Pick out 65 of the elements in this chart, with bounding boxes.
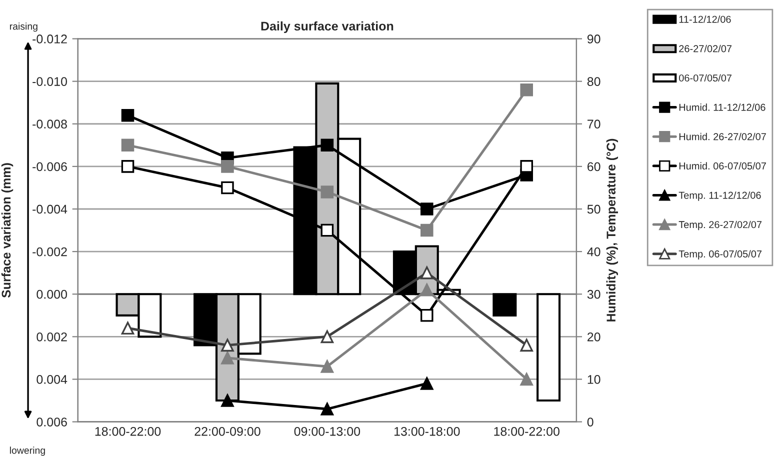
y2-tick-label: 30 — [587, 290, 600, 299]
point — [520, 83, 533, 96]
y-tick-label: -0.002 — [32, 247, 67, 256]
legend-label: Temp. 26-27/02/07 — [678, 220, 762, 230]
point — [320, 360, 334, 373]
y2-tick-label: 0 — [587, 418, 594, 426]
legend-label: Humid. 26-27/02/07 — [679, 132, 766, 140]
x-tick-label: 09:00-13:00 — [294, 426, 360, 436]
point — [520, 160, 533, 173]
legend-label: 06-07/05/07 — [679, 74, 732, 82]
y2-tick-label: 80 — [587, 77, 600, 86]
point — [121, 160, 134, 173]
y2-tick-label: 40 — [587, 247, 600, 256]
y-tick-label: -0.004 — [32, 204, 68, 214]
y-axis-title: Surface variation (mm) — [1, 163, 14, 298]
legend-label: Humid. 11-12/12/06 — [679, 104, 766, 111]
y2-tick-label: 10 — [588, 375, 600, 384]
y-tick-label: 0.004 — [36, 375, 68, 384]
x-tick-label: 18:00-22:00 — [494, 426, 560, 436]
chart-title: Daily surface variation — [261, 21, 394, 34]
point — [420, 309, 434, 322]
y-tick-label: -0.008 — [32, 120, 67, 129]
point — [320, 402, 334, 416]
point — [221, 338, 234, 352]
point — [320, 138, 334, 152]
x-tick-label: 13:00-18:00 — [394, 426, 460, 436]
point — [420, 377, 434, 390]
y2-tick-label: 20 — [588, 332, 600, 342]
x-tick-label: 18:00-22:00 — [95, 426, 161, 436]
legend-label: Temp. 06-07/05/07 — [678, 250, 762, 260]
point — [420, 202, 434, 216]
bar — [536, 293, 561, 402]
point — [221, 181, 234, 194]
y2-tick-label: 60 — [588, 162, 600, 172]
point — [320, 330, 334, 344]
point — [520, 338, 533, 352]
point — [221, 352, 234, 364]
point — [121, 138, 134, 152]
point — [320, 186, 334, 198]
point — [121, 322, 134, 335]
y2-axis-title: Humidity (%), Temperature (°C) — [606, 138, 618, 322]
y-tick-label: 0.002 — [36, 332, 67, 342]
x-tick-label: 22:00-09:00 — [194, 426, 260, 436]
bar — [492, 293, 517, 316]
legend-label: Temp. 11-12/12/06 — [678, 191, 761, 201]
y-tick-label: 0.000 — [36, 290, 67, 299]
point — [320, 224, 334, 237]
text: lowering — [10, 446, 45, 456]
point — [420, 283, 434, 296]
legend-label: 26-27/02/07 — [679, 44, 732, 52]
point — [520, 372, 533, 386]
y2-tick-label: 70 — [588, 120, 600, 129]
y2-tick-label: 50 — [587, 204, 600, 214]
point — [221, 160, 234, 173]
y-tick-label: -0.012 — [32, 34, 67, 44]
point — [121, 108, 134, 122]
point — [221, 394, 234, 407]
point — [420, 224, 434, 237]
y2-tick-label: 90 — [587, 34, 600, 44]
y-tick-label: -0.010 — [32, 77, 67, 86]
y-tick-label: -0.006 — [32, 162, 67, 172]
legend-label: 11-12/12/06 — [679, 16, 731, 23]
text: raising — [10, 22, 38, 32]
y-tick-label: 0.006 — [36, 418, 67, 426]
legend-label: Humid. 06-07/05/07 — [679, 162, 766, 170]
